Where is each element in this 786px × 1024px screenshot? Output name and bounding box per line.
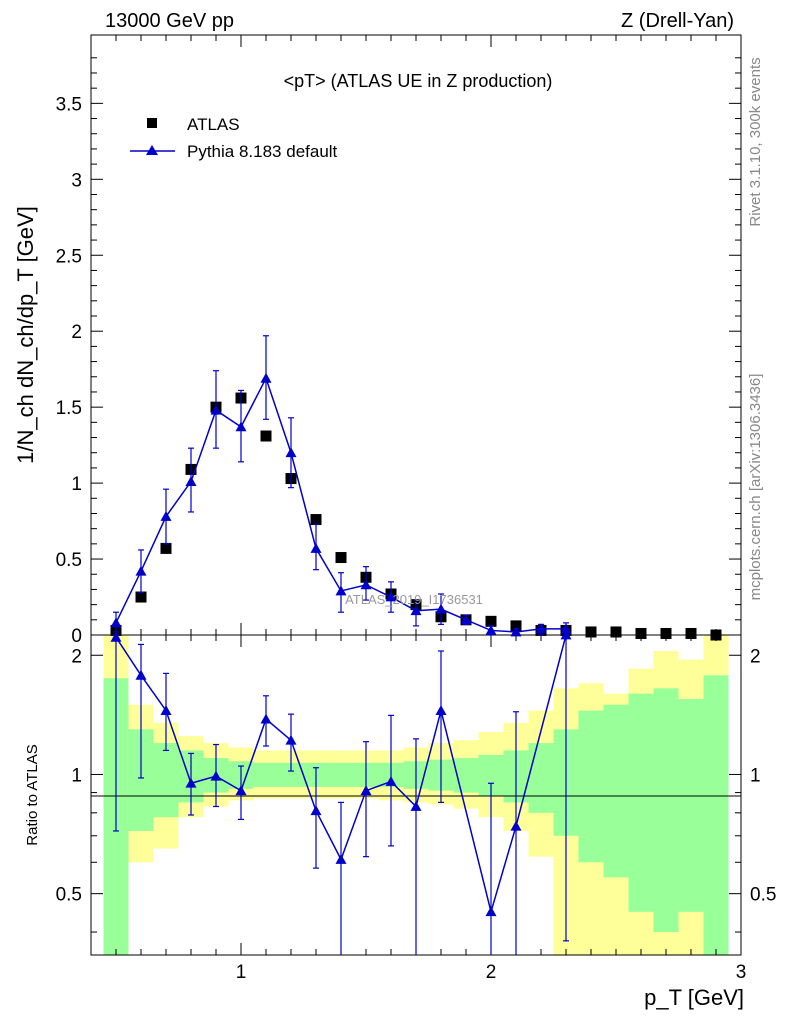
ratio-y-tick-label-right: 1 [750, 765, 761, 786]
mc-point [560, 623, 572, 634]
atlas-point [135, 591, 147, 603]
mc-point [235, 421, 247, 432]
ratio-point [385, 775, 397, 786]
mcplots-label: mcplots.cern.ch [arXiv:1306.3436] [747, 374, 764, 601]
legend-atlas-label: ATLAS [187, 115, 240, 134]
ratio-point [510, 820, 522, 831]
band-inner [253, 762, 279, 787]
y-tick-label: 1 [71, 474, 82, 495]
ratio-point [560, 629, 572, 640]
ratio-plot-marks [110, 629, 572, 955]
mc-point [360, 579, 372, 590]
ratio-y-tick-label: 2 [71, 646, 82, 667]
band-inner [328, 762, 354, 787]
band-inner [703, 675, 729, 955]
atlas-point [610, 626, 622, 638]
mc-point [310, 542, 322, 553]
mc-point [335, 585, 347, 596]
legend: ATLAS Pythia 8.183 default [130, 115, 338, 161]
ratio-point [110, 631, 122, 642]
ratio-point [435, 705, 447, 715]
atlas-point [310, 514, 322, 526]
y-tick-label: 2.5 [56, 246, 82, 267]
atlas-point [510, 620, 522, 632]
legend-atlas-marker [147, 118, 157, 128]
band-inner [678, 699, 704, 912]
rivet-label: Rivet 3.1.10, 300k events [747, 57, 764, 226]
atlas-point [160, 542, 172, 554]
ratio-point [310, 805, 322, 816]
ratio-point [185, 777, 197, 788]
mc-point [385, 591, 397, 602]
mc-point [410, 605, 422, 616]
y-tick-label: 2 [71, 322, 82, 343]
band-inner [653, 688, 679, 933]
band-inner [153, 743, 179, 818]
mc-point [510, 626, 522, 637]
atlas-point [685, 627, 697, 639]
y-tick-label: 0 [71, 626, 82, 647]
band-inner [578, 710, 604, 863]
ratio-point [335, 853, 347, 864]
atlas-point [660, 627, 672, 639]
atlas-point [710, 629, 722, 641]
mc-point [110, 617, 122, 628]
mc-point [535, 623, 547, 634]
ratio-y-tick-label: 0.5 [56, 885, 82, 906]
ratio-point [360, 785, 372, 796]
y-axis-label: 1/N_ch dN_ch/dp_T [GeV] [13, 206, 38, 464]
x-tick-label: 2 [486, 962, 497, 983]
band-inner [628, 693, 654, 912]
atlas-point [635, 627, 647, 639]
mc-point [285, 447, 297, 458]
band-inner [528, 743, 554, 813]
band-inner [603, 704, 629, 878]
mc-point [160, 511, 172, 521]
mc-point [260, 372, 272, 383]
header-right: Z (Drell-Yan) [621, 10, 734, 32]
mc-point [210, 404, 222, 415]
atlas-point [585, 626, 597, 638]
legend-mc-marker [146, 145, 158, 155]
ratio-point [260, 713, 272, 724]
y-tick-label: 3 [71, 170, 82, 191]
atlas-point [260, 430, 272, 442]
ratio-point [485, 906, 497, 917]
y-tick-label: 3.5 [56, 94, 82, 115]
atlas-point [485, 615, 497, 627]
ratio-point [160, 705, 172, 715]
ratio-y-tick-label: 1 [71, 765, 82, 786]
mc-point [135, 565, 147, 576]
axis-ticks: 1 2 3 0 0.5 1 1.5 2 2.5 3 3.5 0.5 0.5 1 1 2 2 [56, 35, 776, 983]
legend-mc-label: Pythia 8.183 default [187, 142, 338, 161]
ratio-y-axis-label: Ratio to ATLAS [24, 744, 41, 845]
chart-title: <pT> (ATLAS UE in Z production) [284, 71, 553, 91]
ratio-y-tick-label-right: 2 [750, 646, 761, 667]
ratio-point [135, 669, 147, 680]
x-axis-label: p_T [GeV] [644, 985, 744, 1010]
ratio-point [285, 734, 297, 745]
x-tick-label: 1 [236, 962, 247, 983]
x-tick-label: 3 [736, 962, 747, 983]
watermark: ATLAS_2019_I1736531 [345, 592, 483, 607]
ratio-y-tick-label-right: 0.5 [750, 885, 776, 906]
mc-point [485, 624, 497, 635]
header-left: 13000 GeV pp [105, 10, 234, 32]
atlas-point [335, 552, 347, 564]
mc-point [460, 614, 472, 625]
y-tick-label: 0.5 [56, 550, 82, 571]
ratio-point [410, 801, 422, 811]
main-plot-marks [110, 335, 722, 641]
ratio-point [235, 785, 247, 796]
mc-point [185, 476, 197, 486]
y-tick-label: 1.5 [56, 398, 82, 419]
ratio-point [210, 770, 222, 781]
mc-point [435, 603, 447, 614]
